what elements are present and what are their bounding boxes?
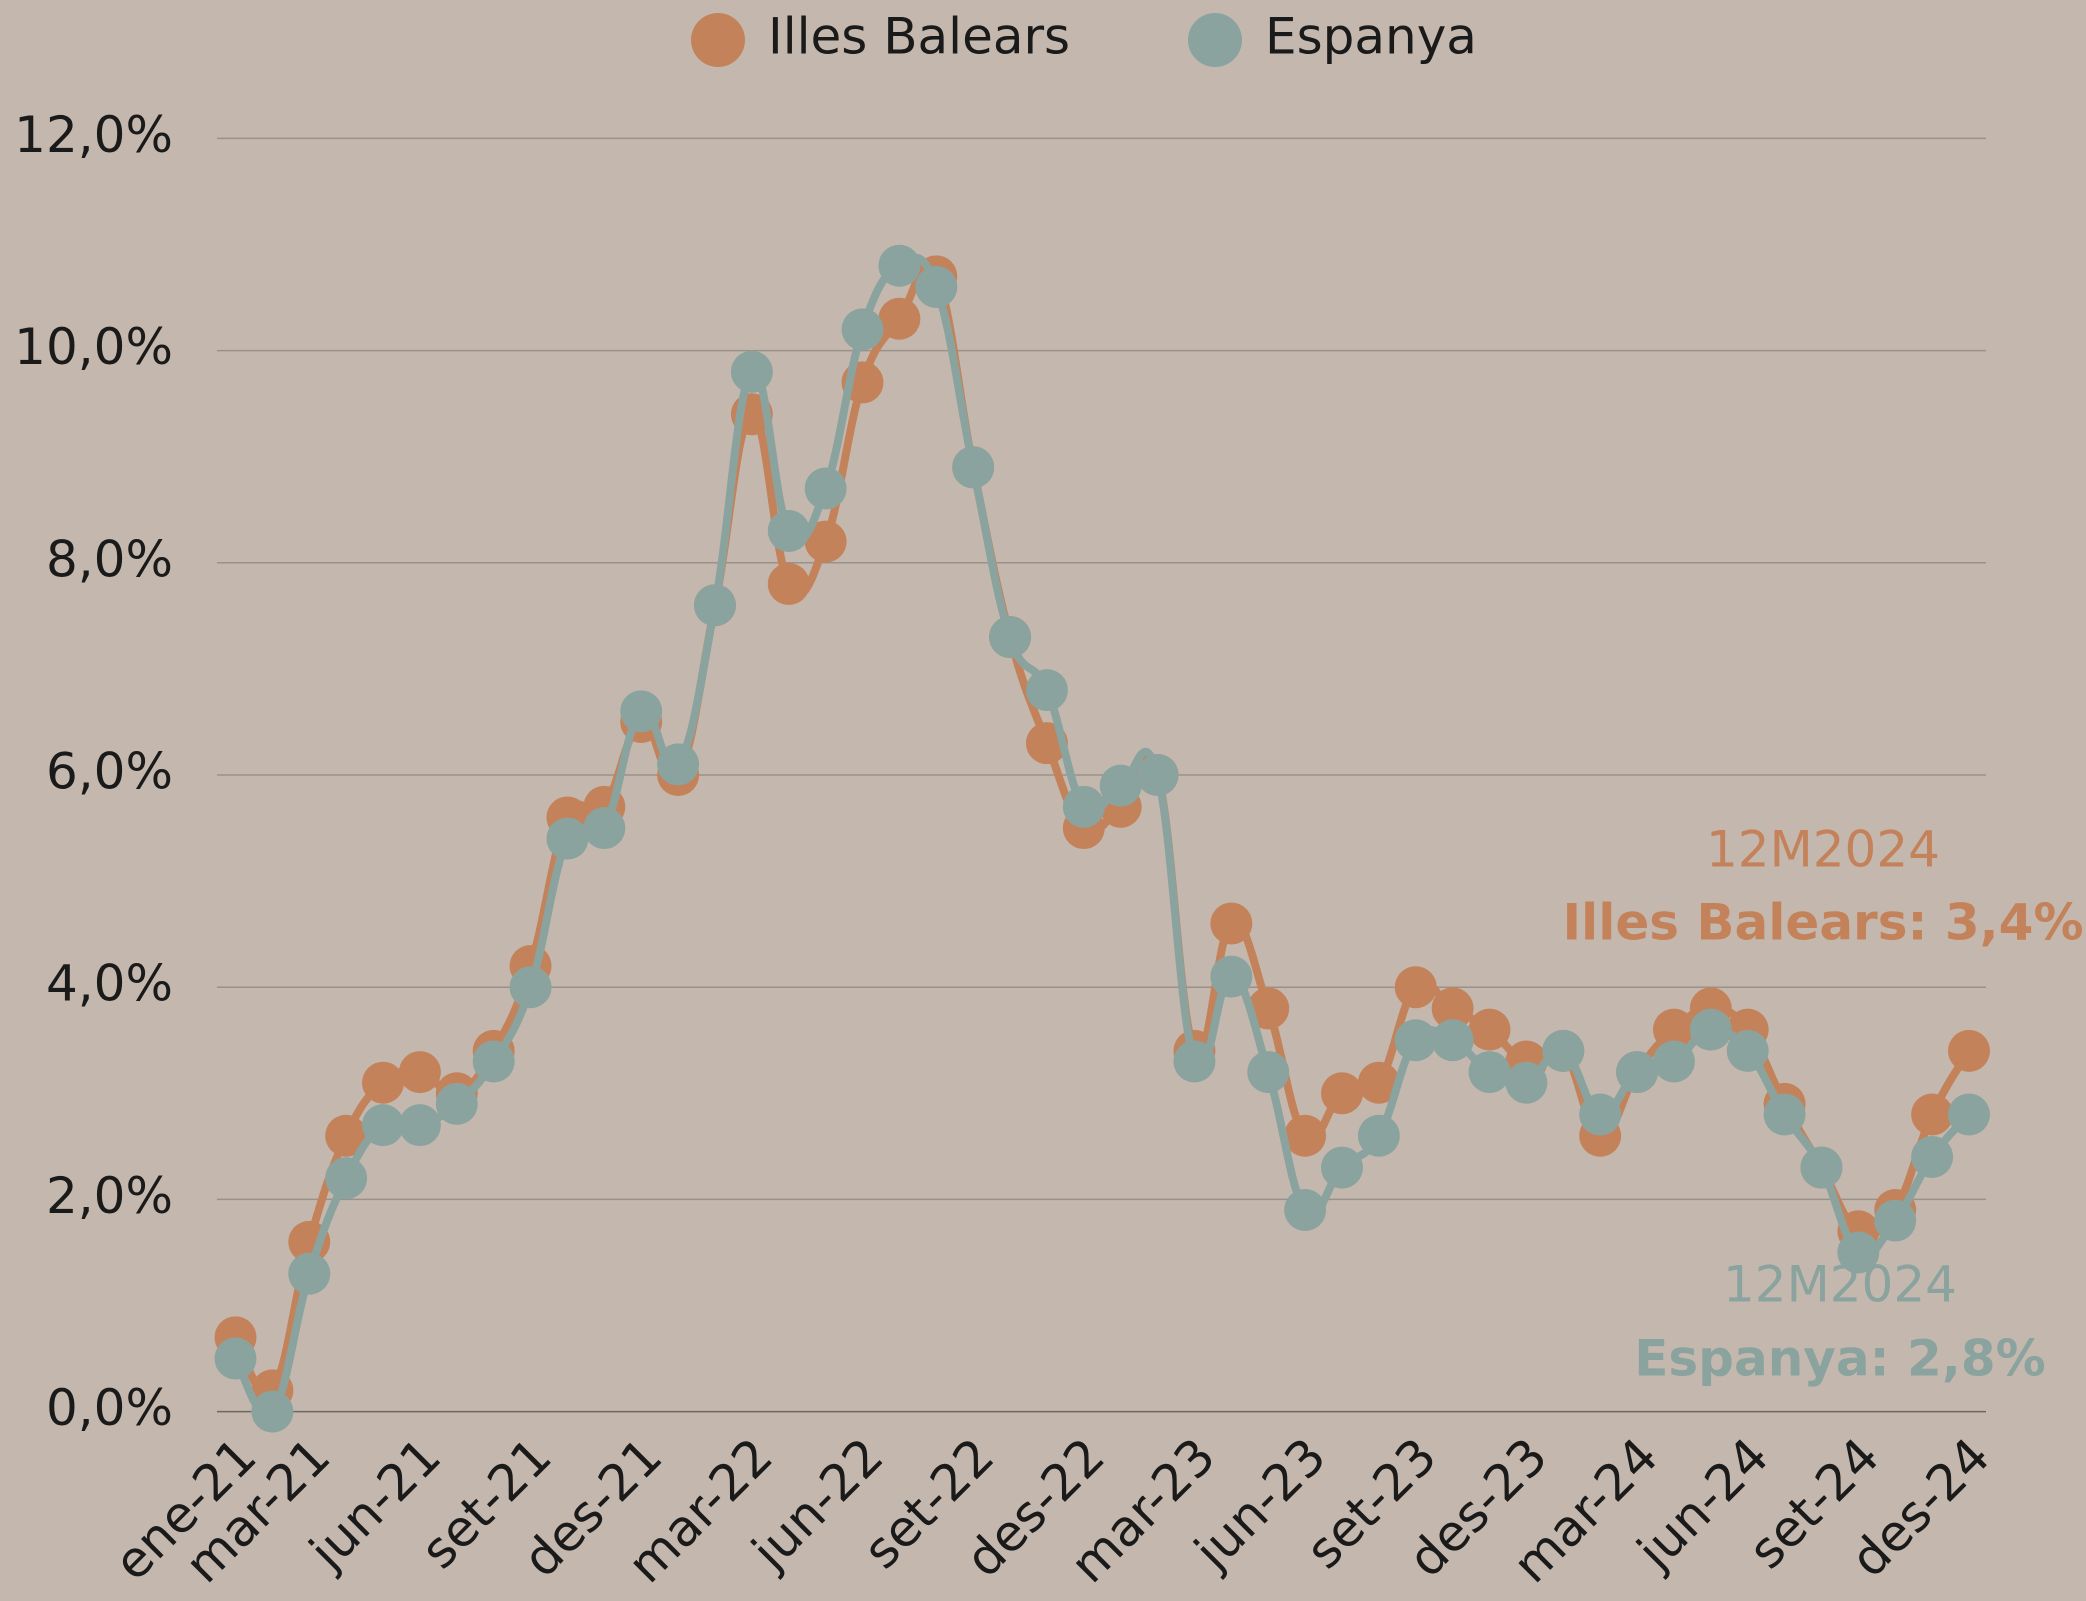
y-tick-label: 4,0% (46, 955, 173, 1013)
y-tick-label: 2,0% (46, 1167, 173, 1225)
data-point (693, 584, 736, 627)
annotation: 12M2024 (1723, 1256, 1957, 1314)
data-point (214, 1337, 257, 1380)
y-tick-label: 8,0% (46, 530, 173, 588)
y-tick-label: 0,0% (46, 1379, 173, 1437)
data-point (878, 297, 921, 340)
data-point (1210, 902, 1253, 945)
data-point (1800, 1146, 1843, 1189)
data-point (1062, 785, 1105, 828)
data-point (1136, 754, 1179, 796)
annotation: Illes Balears: 3,4% (1562, 894, 2083, 952)
data-point (398, 1104, 441, 1147)
data-point (509, 966, 552, 1009)
data-point (1320, 1146, 1363, 1189)
data-point (435, 1082, 478, 1125)
data-point (362, 1061, 405, 1104)
data-point (1173, 1040, 1216, 1083)
data-point (915, 265, 958, 308)
data-point (1652, 1008, 1695, 1051)
legend-label: Espanya (1265, 8, 1477, 66)
data-point (767, 509, 810, 552)
y-tick-label: 10,0% (14, 318, 173, 376)
legend-marker (691, 13, 745, 67)
data-point (1911, 1135, 1954, 1178)
data-point (1948, 1093, 1990, 1136)
data-point (288, 1252, 331, 1295)
legend-marker (1188, 13, 1242, 67)
data-point (362, 1104, 405, 1147)
data-point (251, 1390, 294, 1433)
data-point (1579, 1093, 1622, 1136)
data-point (1542, 1029, 1585, 1072)
data-point (325, 1157, 368, 1200)
data-point (730, 350, 773, 393)
data-point (1468, 1008, 1511, 1051)
data-point (952, 446, 995, 489)
annotation: 12M2024 (1706, 821, 1940, 879)
data-point (583, 807, 626, 850)
data-point (1394, 966, 1437, 1009)
data-point (1320, 1072, 1363, 1115)
legend-label: Illes Balears (768, 8, 1070, 66)
data-point (1210, 955, 1253, 998)
data-point (767, 563, 810, 606)
data-point (1394, 1019, 1437, 1062)
data-point (1468, 1051, 1511, 1094)
data-point (1247, 987, 1290, 1030)
data-point (1357, 1114, 1400, 1157)
y-tick-label: 12,0% (14, 106, 173, 164)
data-point (1874, 1199, 1917, 1242)
data-point (620, 690, 663, 733)
data-point (1025, 669, 1068, 712)
data-point (546, 817, 589, 860)
data-point (1763, 1093, 1806, 1136)
data-point (1948, 1029, 1990, 1072)
data-point (1837, 1231, 1880, 1274)
data-point (1431, 1019, 1474, 1062)
data-point (1689, 1008, 1732, 1051)
data-point (657, 743, 700, 786)
data-point (1652, 1040, 1695, 1083)
data-point (1284, 1114, 1327, 1157)
y-tick-label: 6,0% (46, 743, 173, 801)
data-point (1616, 1051, 1659, 1094)
data-point (1726, 1029, 1769, 1072)
data-point (1505, 1061, 1548, 1104)
annotation: Espanya: 2,8% (1634, 1330, 2045, 1388)
data-point (325, 1114, 368, 1157)
data-point (804, 520, 847, 563)
data-point (1284, 1189, 1327, 1232)
data-point (841, 308, 884, 351)
data-point (1911, 1093, 1954, 1136)
data-point (1431, 987, 1474, 1030)
data-point (878, 244, 921, 287)
data-point (472, 1040, 515, 1083)
data-point (989, 616, 1032, 659)
data-point (1247, 1051, 1290, 1094)
data-point (1099, 764, 1142, 807)
data-point (804, 467, 847, 510)
data-point (1357, 1061, 1400, 1104)
data-point (398, 1051, 441, 1094)
